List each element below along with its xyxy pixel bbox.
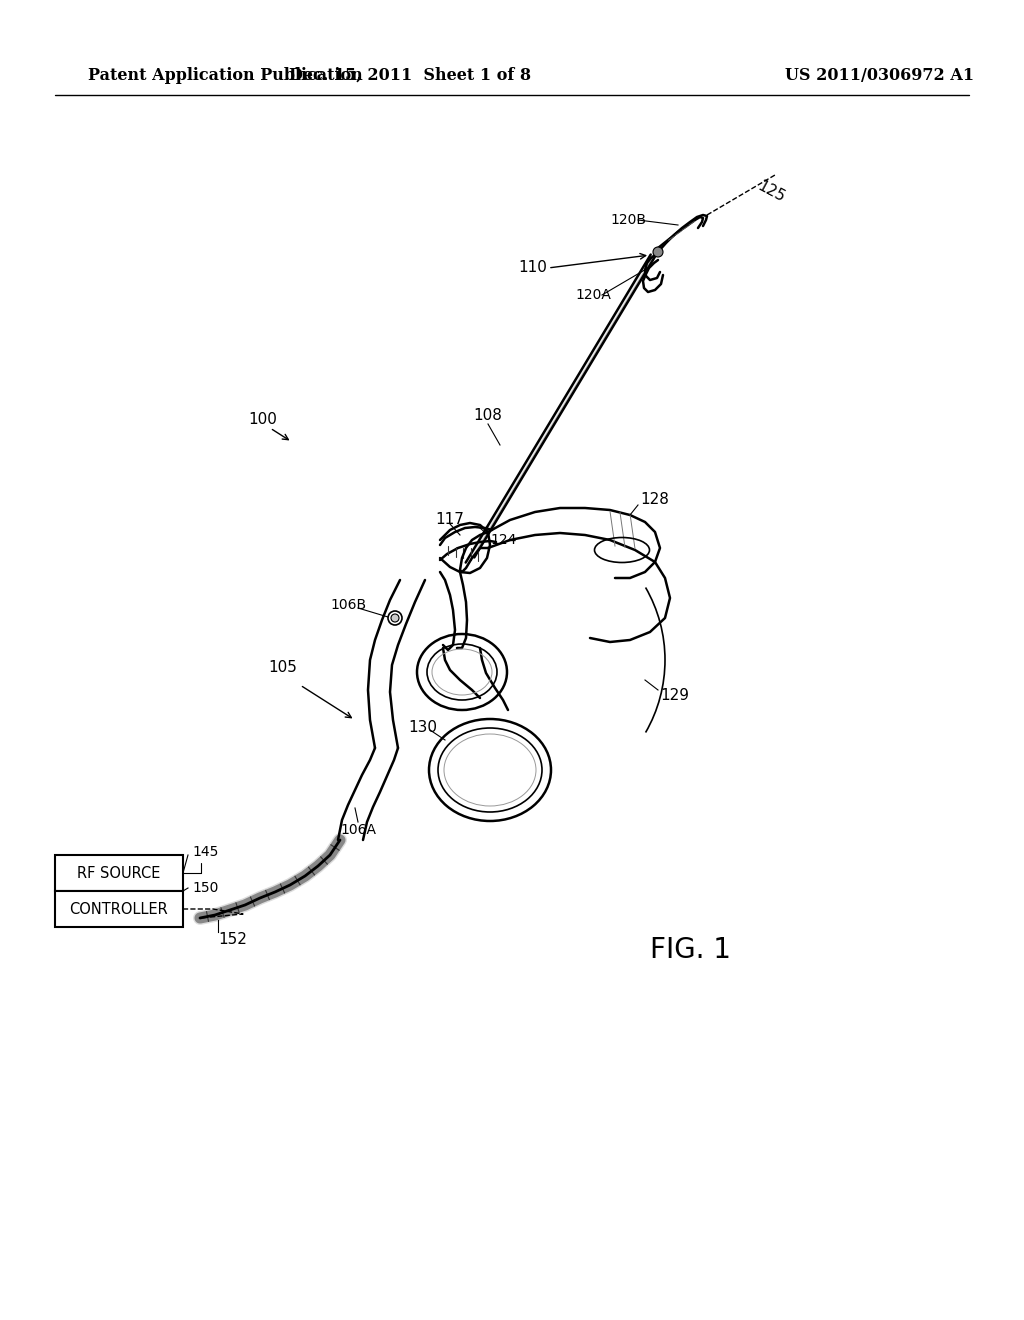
Text: 100: 100 [248,412,276,428]
Text: Patent Application Publication: Patent Application Publication [88,66,362,83]
Text: 125: 125 [755,178,787,205]
Text: 130: 130 [408,721,437,735]
Text: 106B: 106B [330,598,367,612]
Bar [55,891,183,927]
Circle shape [391,614,399,622]
Text: 124: 124 [490,533,516,546]
Text: 129: 129 [660,688,689,702]
Text: 110: 110 [518,260,547,276]
Text: 145: 145 [193,845,218,859]
Polygon shape [466,249,659,562]
Text: 120A: 120A [575,288,611,302]
Text: 108: 108 [473,408,503,422]
Text: 117: 117 [435,512,464,528]
Text: 128: 128 [640,492,669,507]
Bar [55,855,183,891]
Text: 106A: 106A [340,822,376,837]
Text: US 2011/0306972 A1: US 2011/0306972 A1 [785,66,975,83]
Text: Dec. 15, 2011  Sheet 1 of 8: Dec. 15, 2011 Sheet 1 of 8 [289,66,531,83]
Text: 152: 152 [218,932,247,948]
Text: FIG. 1: FIG. 1 [649,936,730,964]
Text: CONTROLLER: CONTROLLER [70,902,168,916]
Text: 105: 105 [268,660,297,676]
Circle shape [653,247,663,257]
Text: 150: 150 [193,880,218,895]
Text: RF SOURCE: RF SOURCE [78,866,161,880]
Text: 120B: 120B [610,213,646,227]
